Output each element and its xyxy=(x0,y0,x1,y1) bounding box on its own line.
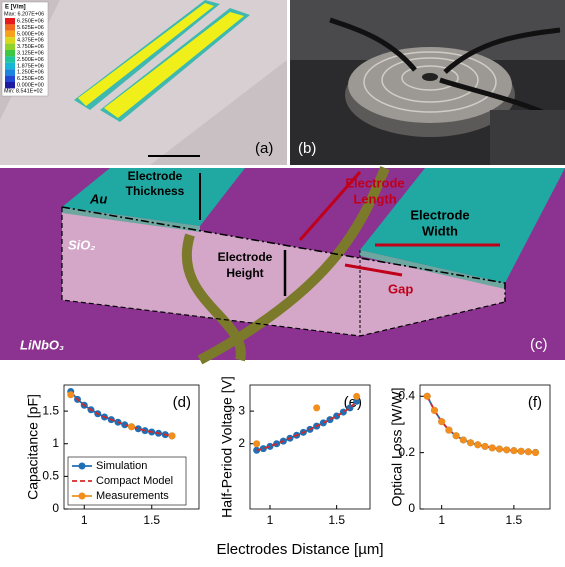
color-swatch xyxy=(5,76,15,82)
y-tick-label: 2 xyxy=(238,436,245,450)
data-point xyxy=(313,404,320,411)
data-point xyxy=(525,448,532,455)
data-point xyxy=(496,445,503,452)
y-tick-label: 0.5 xyxy=(42,469,59,483)
data-point xyxy=(67,391,74,398)
y-tick-label: 0 xyxy=(52,501,59,515)
label: 1.5 xyxy=(328,513,345,527)
data-point xyxy=(128,423,135,430)
data-point xyxy=(503,446,510,453)
label: (c) xyxy=(530,336,548,353)
label: LiNbO₃ xyxy=(20,337,64,352)
label: Electrodes Distance [µm] xyxy=(216,541,383,558)
y-tick-label: 3 xyxy=(238,403,245,417)
color-swatch xyxy=(5,82,15,88)
label: Length xyxy=(353,191,396,206)
data-point xyxy=(445,427,452,434)
label: Max: 6.207E+06 xyxy=(4,11,44,17)
data-point xyxy=(474,441,481,448)
label: 4.375E+06 xyxy=(17,38,44,44)
data-point xyxy=(489,444,496,451)
label: Half-Period Voltage [V] xyxy=(219,376,235,518)
label: 1 xyxy=(267,513,274,527)
data-point xyxy=(253,440,260,447)
color-swatch xyxy=(5,44,15,50)
label: Width xyxy=(422,223,458,238)
y-tick-label: 1.5 xyxy=(42,403,59,417)
label: E [V/m] xyxy=(5,5,26,11)
label: Au xyxy=(89,191,107,206)
label: Electrode xyxy=(128,169,183,183)
data-point xyxy=(482,443,489,450)
label: (f) xyxy=(528,394,542,411)
label: (a) xyxy=(255,140,273,157)
label: 3.125E+06 xyxy=(17,50,44,56)
label: 5.000E+06 xyxy=(17,31,44,37)
data-point xyxy=(453,432,460,439)
label: (d) xyxy=(173,394,191,411)
color-swatch xyxy=(5,37,15,43)
data-point xyxy=(431,407,438,414)
panel-b xyxy=(290,0,565,165)
data-point xyxy=(532,449,539,456)
label: 2.500E+06 xyxy=(17,57,44,63)
label: 1 xyxy=(438,513,445,527)
label: Height xyxy=(226,266,263,280)
data-point xyxy=(353,393,360,400)
label: 5.625E+06 xyxy=(17,25,44,31)
label: 1.5 xyxy=(143,513,160,527)
label: SiO₂ xyxy=(68,237,95,252)
label: 1.5 xyxy=(506,513,523,527)
label: (b) xyxy=(298,140,316,157)
y-tick-label: 0 xyxy=(408,501,415,515)
legend-marker xyxy=(79,463,86,470)
legend-label: Simulation xyxy=(96,460,147,472)
label: 6.250E+05 xyxy=(17,76,44,82)
data-point xyxy=(327,416,334,423)
label: Capacitance [pF] xyxy=(25,394,41,500)
y-tick-label: 1 xyxy=(52,436,59,450)
label: Electrode xyxy=(345,175,404,190)
label: Min: 8.541E+02 xyxy=(4,88,43,94)
label: Optical Loss [W/W] xyxy=(389,387,405,506)
label: Thickness xyxy=(126,184,185,198)
legend-label: Compact Model xyxy=(96,475,173,487)
color-swatch xyxy=(5,63,15,69)
color-swatch xyxy=(5,31,15,37)
label: Electrode xyxy=(218,250,273,264)
label: 6.250E+06 xyxy=(17,18,44,24)
color-swatch xyxy=(5,18,15,24)
data-point xyxy=(467,439,474,446)
color-swatch xyxy=(5,69,15,75)
data-point xyxy=(510,447,517,454)
legend-marker xyxy=(79,493,86,500)
color-swatch xyxy=(5,50,15,56)
label: 1.875E+06 xyxy=(17,63,44,69)
label: Gap xyxy=(388,281,413,296)
data-point xyxy=(460,436,467,443)
color-swatch xyxy=(5,56,15,62)
label: 1 xyxy=(81,513,88,527)
data-point xyxy=(424,393,431,400)
panel-c xyxy=(0,168,565,360)
label: 1.250E+06 xyxy=(17,70,44,76)
legend-label: Measurements xyxy=(96,490,169,502)
data-point xyxy=(518,448,525,455)
data-point xyxy=(169,432,176,439)
color-swatch xyxy=(5,24,15,30)
label: 3.750E+06 xyxy=(17,44,44,50)
data-point xyxy=(438,418,445,425)
label: Electrode xyxy=(410,207,469,222)
figure: E [V/m]Max: 6.207E+066.250E+065.625E+065… xyxy=(0,0,565,562)
